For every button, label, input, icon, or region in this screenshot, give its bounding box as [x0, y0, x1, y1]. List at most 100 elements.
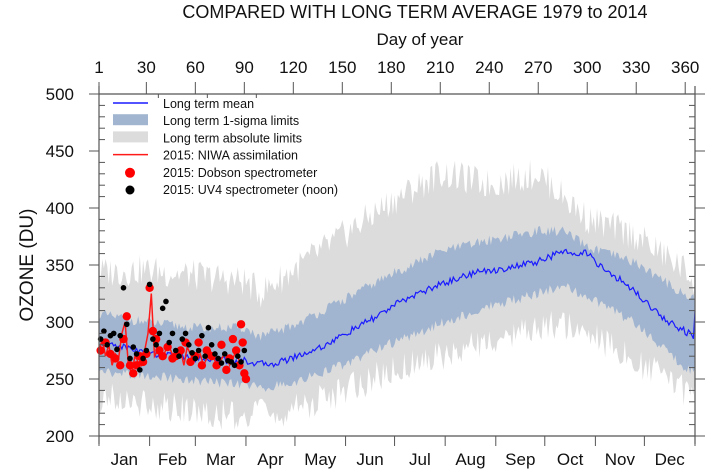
y-tick-label: 300 [46, 313, 74, 332]
y-tick-label: 200 [46, 427, 74, 446]
uv4-point [176, 353, 182, 360]
month-label: Dec [655, 450, 686, 469]
uv4-point [137, 367, 143, 373]
uv4-point [199, 332, 205, 339]
month-label: Jan [111, 450, 138, 469]
month-label: May [304, 450, 337, 469]
month-label: Mar [206, 450, 236, 469]
uv4-point [215, 355, 221, 362]
month-label: Oct [557, 450, 584, 469]
sigma-limits-area [99, 226, 695, 392]
dobson-point [176, 346, 185, 355]
uv4-point [169, 330, 176, 337]
dobson-point [158, 352, 167, 361]
month-label: Nov [605, 450, 636, 469]
x-top-tick-label: 60 [186, 58, 205, 77]
uv4-point [133, 351, 140, 357]
uv4-point [202, 353, 208, 360]
uv4-point [221, 351, 228, 357]
dobson-point [116, 361, 125, 370]
uv4-point [110, 330, 117, 337]
month-label: Jun [356, 450, 383, 469]
x-axis-top-label: Day of year [377, 30, 464, 49]
dobson-point [236, 320, 246, 329]
month-label: Feb [158, 450, 187, 469]
x-top-tick-label: 330 [622, 58, 650, 77]
y-axis-ticks: 200 250 300 350 400 450 500 [46, 85, 705, 446]
dobson-point [129, 369, 138, 378]
y-tick-label: 500 [46, 85, 74, 104]
uv4-point [186, 342, 192, 348]
uv4-point [205, 324, 212, 331]
x-axis-month-ticks: Jan Feb Mar Apr May Jun Jul Aug Sep Oct Nov Dec [98, 436, 696, 469]
uv4-point [195, 347, 202, 354]
x-top-tick-label: 120 [279, 58, 307, 77]
month-label: Aug [455, 450, 485, 469]
uv4-point [182, 330, 189, 337]
uv4-point [212, 351, 218, 357]
uv4-point [192, 355, 199, 362]
legend-label: 2015: Dobson spectrometer [163, 166, 317, 180]
uv4-point [117, 332, 124, 339]
legend-label: Long term 1-sigma limits [163, 114, 299, 128]
legend-label: Long term absolute limits [163, 131, 302, 145]
uv4-point [114, 346, 120, 353]
y-axis-label: OZONE (DU) [17, 209, 38, 322]
uv4-point [127, 355, 133, 362]
x-top-tick-label: 180 [377, 58, 405, 77]
uv4-point [179, 336, 186, 342]
uv4-point [140, 355, 146, 362]
legend-swatch-marker [125, 185, 135, 195]
x-top-tick-label: 240 [475, 58, 503, 77]
uv4-point [163, 298, 169, 305]
uv4-point [120, 285, 127, 291]
uv4-point [156, 330, 163, 337]
y-tick-label: 400 [46, 199, 74, 218]
dobson-point [148, 326, 158, 336]
uv4-point [123, 321, 130, 328]
uv4-point [150, 336, 156, 342]
uv4-point [143, 347, 150, 354]
y-tick-label: 250 [46, 370, 74, 389]
uv4-point [241, 347, 248, 354]
x-top-tick-label: 210 [426, 58, 454, 77]
x-axis-top-ticks: 1 30 60 90 120 150 180 210 240 270 300 330 360 [94, 58, 699, 98]
month-label: Apr [257, 450, 284, 469]
dobson-point [217, 340, 226, 349]
legend-label: Long term mean [163, 97, 254, 111]
dobson-point [186, 357, 195, 367]
legend-swatch-marker [125, 167, 135, 178]
dobson-point [231, 346, 241, 355]
uv4-point [146, 281, 153, 288]
uv4-point [130, 344, 137, 350]
dobson-point [197, 361, 207, 370]
uv4-point [101, 328, 107, 334]
x-top-tick-label: 300 [573, 58, 601, 77]
uv4-point [234, 353, 241, 360]
legend: Long term mean Long term 1-sigma limits Lo… [113, 97, 338, 197]
uv4-point [104, 342, 110, 348]
uv4-point [172, 347, 179, 354]
x-top-tick-label: 360 [671, 58, 699, 77]
y-tick-label: 350 [46, 256, 74, 275]
dobson-point [228, 334, 238, 344]
sigma-limits-band [99, 226, 695, 392]
uv4-point [159, 305, 166, 312]
uv4-point [153, 342, 159, 348]
dobson-point [194, 338, 203, 347]
dobson-point [202, 346, 211, 355]
x-top-tick-label: 270 [524, 58, 552, 77]
month-label: Sep [505, 450, 535, 469]
uv4-point [208, 342, 215, 348]
x-top-tick-label: 150 [328, 58, 356, 77]
dobson-point [96, 346, 105, 355]
x-top-tick-label: 90 [235, 58, 254, 77]
chart-title: COMPARED WITH LONG TERM AVERAGE 1979 to … [182, 2, 647, 22]
uv4-point [231, 362, 238, 369]
legend-swatch-band [113, 114, 148, 126]
uv4-point [238, 359, 244, 365]
y-tick-label: 450 [46, 142, 74, 161]
dobson-point [125, 361, 135, 370]
uv4-points [97, 281, 248, 373]
